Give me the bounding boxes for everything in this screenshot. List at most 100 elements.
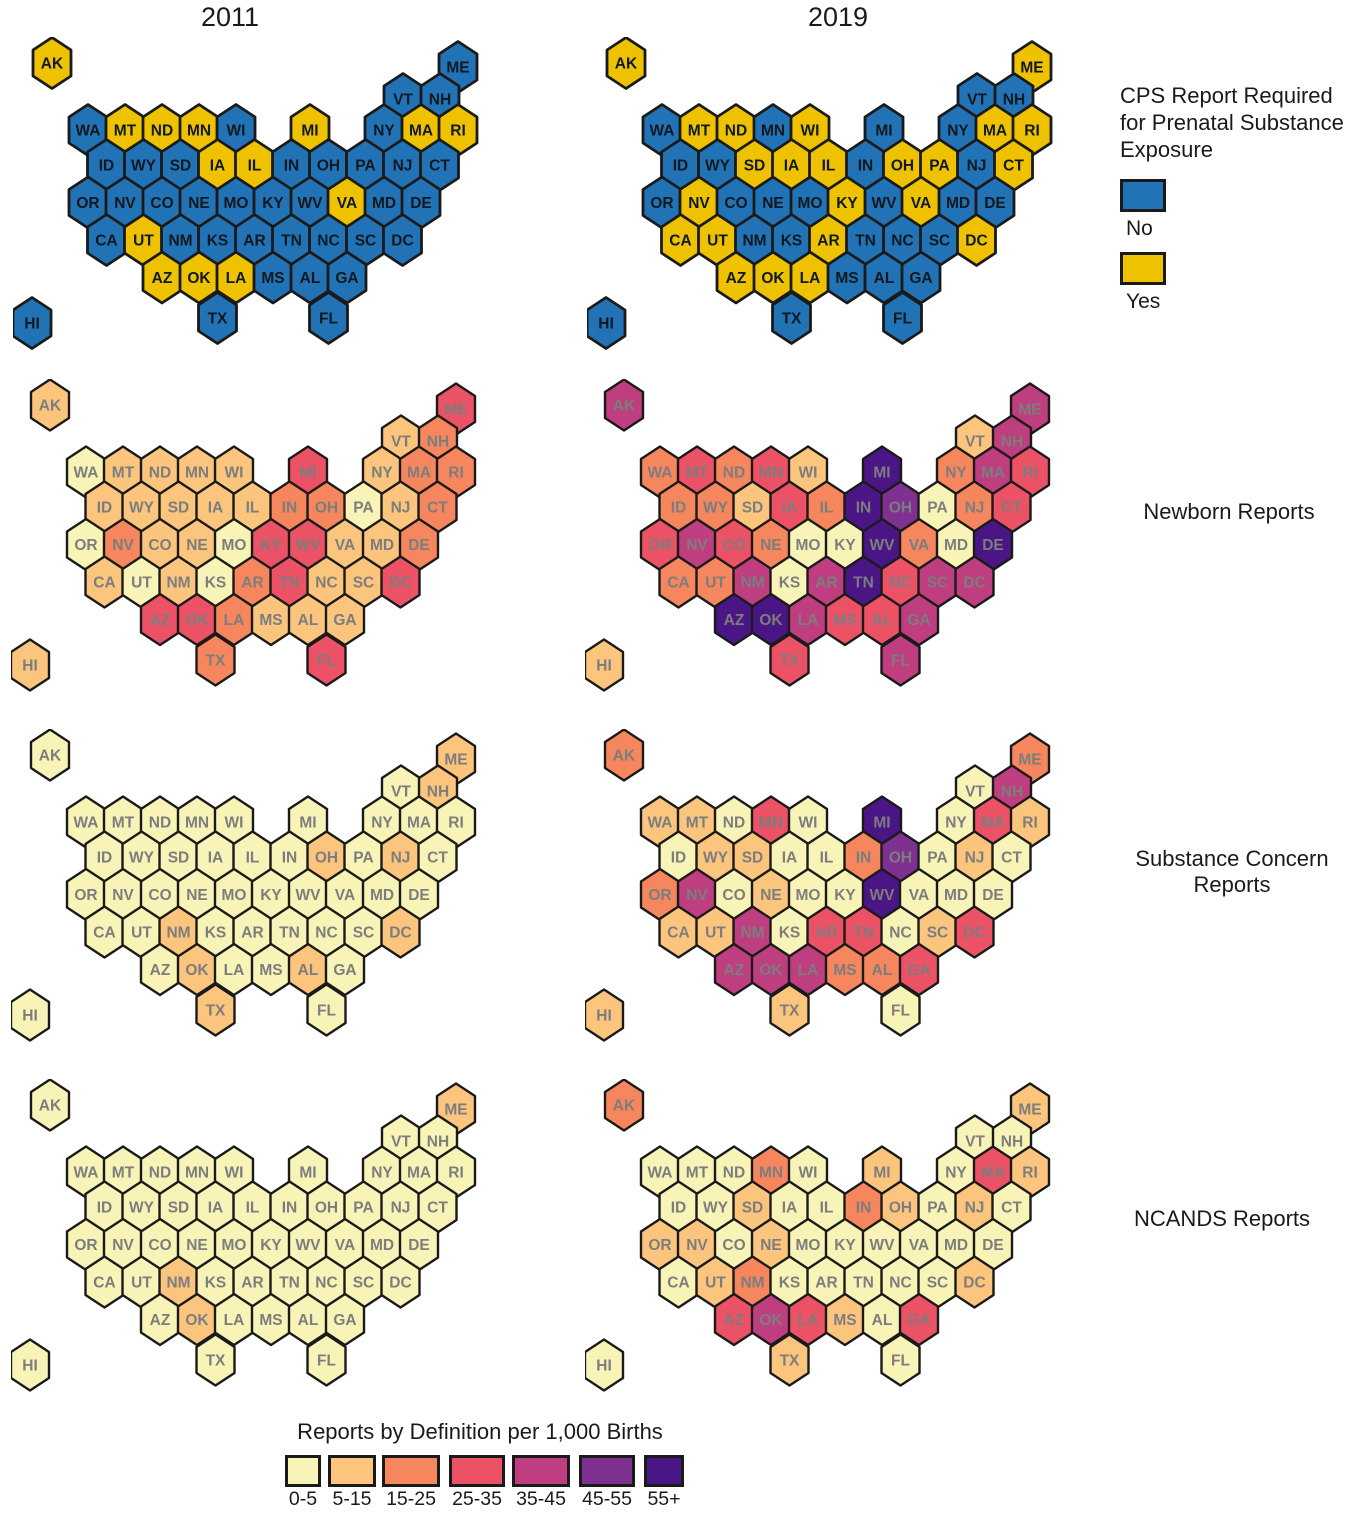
- hex-label-CT: CT: [429, 158, 450, 175]
- hex-label-MN: MN: [761, 123, 785, 140]
- hex-label-WY: WY: [129, 500, 155, 517]
- hex-label-LA: LA: [224, 1312, 245, 1329]
- hex-label-WY: WY: [703, 500, 729, 517]
- hex-label-WI: WI: [225, 465, 244, 482]
- hex-label-ID: ID: [97, 850, 113, 867]
- hex-label-NV: NV: [686, 537, 708, 554]
- hex-label-MI: MI: [301, 123, 318, 140]
- hex-label-VA: VA: [335, 537, 355, 554]
- hex-DC: [380, 905, 421, 959]
- hex-label-NE: NE: [186, 887, 208, 904]
- hex-label-WI: WI: [799, 815, 818, 832]
- hex-label-HI: HI: [598, 316, 614, 333]
- hex-label-CA: CA: [669, 233, 691, 250]
- hex-HI: [585, 638, 625, 692]
- hex-label-TN: TN: [853, 575, 874, 592]
- hex-AK: [603, 1079, 645, 1132]
- hex-label-ME: ME: [1018, 402, 1041, 419]
- hex-label-NJ: NJ: [965, 500, 985, 517]
- hex-label-IA: IA: [782, 1200, 798, 1217]
- hex-label-NE: NE: [762, 195, 784, 212]
- hex-label-TX: TX: [780, 653, 800, 670]
- hex-label-FL: FL: [891, 653, 910, 670]
- hex-label-TN: TN: [855, 233, 876, 250]
- hex-label-MO: MO: [796, 537, 821, 554]
- hex-DC: [382, 213, 423, 267]
- hex-DC: [956, 213, 997, 267]
- hex-label-MA: MA: [981, 465, 1005, 482]
- hex-label-IA: IA: [782, 500, 798, 517]
- hex-label-WA: WA: [74, 1165, 99, 1182]
- hex-label-OR: OR: [648, 887, 671, 904]
- hex-label-ID: ID: [97, 1200, 113, 1217]
- hex-label-CT: CT: [427, 1200, 448, 1217]
- hex-label-PA: PA: [927, 1200, 947, 1217]
- hex-label-AZ: AZ: [724, 612, 745, 629]
- hex-label-SD: SD: [742, 1200, 764, 1217]
- hex-label-RI: RI: [1024, 123, 1040, 140]
- column-title-2011: 2011: [200, 2, 260, 32]
- hex-label-NV: NV: [114, 195, 136, 212]
- hex-label-MI: MI: [873, 465, 890, 482]
- hex-label-FL: FL: [317, 653, 336, 670]
- hex-label-HI: HI: [24, 316, 40, 333]
- hex-label-IN: IN: [856, 500, 872, 517]
- hex-label-CO: CO: [148, 537, 171, 554]
- hex-label-KY: KY: [260, 537, 282, 554]
- hex-label-LA: LA: [798, 962, 819, 979]
- hex-label-WV: WV: [872, 195, 898, 212]
- hex-TX: [769, 1333, 810, 1387]
- hex-TX: [195, 633, 236, 687]
- hex-label-ID: ID: [671, 500, 687, 517]
- hex-label-AK: AK: [39, 748, 62, 765]
- hex-label-OK: OK: [759, 962, 783, 979]
- hex-label-AK: AK: [615, 56, 638, 73]
- column-title-2019: 2019: [807, 2, 869, 32]
- hex-label-WY: WY: [703, 850, 729, 867]
- hex-label-KS: KS: [779, 925, 801, 942]
- hex-label-MD: MD: [944, 887, 968, 904]
- hex-label-CA: CA: [667, 575, 689, 592]
- hex-label-NC: NC: [889, 1275, 911, 1292]
- hex-label-RI: RI: [1022, 815, 1038, 832]
- hex-label-MD: MD: [370, 887, 394, 904]
- hex-label-TN: TN: [281, 233, 302, 250]
- hex-DC: [954, 555, 995, 609]
- hex-label-IL: IL: [820, 500, 834, 517]
- hex-label-CO: CO: [148, 887, 171, 904]
- hex-label-NY: NY: [947, 123, 969, 140]
- hex-label-NJ: NJ: [967, 158, 987, 175]
- hex-label-IN: IN: [856, 850, 872, 867]
- hex-label-CA: CA: [93, 1275, 115, 1292]
- hex-label-KY: KY: [260, 887, 282, 904]
- hex-label-NV: NV: [112, 537, 134, 554]
- hex-label-AL: AL: [872, 962, 893, 979]
- hex-label-CT: CT: [1001, 500, 1022, 517]
- hex-label-AR: AR: [815, 1275, 837, 1292]
- hex-label-OR: OR: [74, 887, 97, 904]
- hex-label-NV: NV: [688, 195, 710, 212]
- hex-label-TN: TN: [853, 925, 874, 942]
- hex-label-MD: MD: [944, 537, 968, 554]
- hex-label-KY: KY: [260, 1237, 282, 1254]
- hex-label-NC: NC: [317, 233, 339, 250]
- hex-label-OK: OK: [759, 612, 783, 629]
- hex-label-WA: WA: [650, 123, 675, 140]
- hex-label-MS: MS: [833, 962, 856, 979]
- hex-label-DE: DE: [982, 887, 1004, 904]
- hex-label-VA: VA: [335, 1237, 355, 1254]
- hex-label-RI: RI: [448, 465, 464, 482]
- hex-label-MS: MS: [833, 612, 856, 629]
- hex-label-ME: ME: [1018, 752, 1041, 769]
- hex-label-MA: MA: [407, 465, 431, 482]
- hex-label-NJ: NJ: [965, 1200, 985, 1217]
- hex-FL: [880, 1333, 921, 1387]
- hex-label-MA: MA: [407, 1165, 431, 1182]
- hex-label-DC: DC: [391, 233, 413, 250]
- hex-label-NE: NE: [760, 887, 782, 904]
- hex-label-UT: UT: [705, 925, 726, 942]
- hex-label-MS: MS: [259, 612, 282, 629]
- bin-key-45-55: [579, 1455, 635, 1487]
- hex-label-MI: MI: [299, 1165, 316, 1182]
- hex-label-CA: CA: [95, 233, 117, 250]
